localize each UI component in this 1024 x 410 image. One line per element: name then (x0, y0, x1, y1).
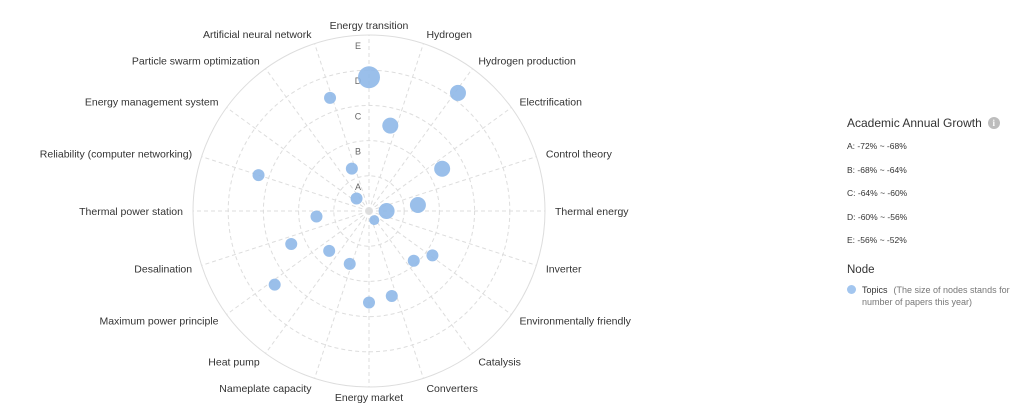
ring-labels: A B C D E (355, 41, 362, 192)
legend-panel: Academic Annual Growth i A: -72% ~ -68% … (847, 116, 1017, 308)
spoke-line (201, 156, 370, 212)
spoke-label: Hydrogen production (478, 56, 576, 68)
ring-label-d: D (355, 76, 362, 86)
spoke-line (368, 210, 473, 354)
topic-bubble[interactable] (310, 210, 323, 223)
legend-title-row: Academic Annual Growth i (847, 116, 1017, 130)
spoke-line (368, 107, 512, 212)
node-legend-text: Topics (The size of nodes stands for numb… (862, 284, 1017, 308)
spoke-label: Maximum power principle (99, 315, 218, 327)
spoke-line (226, 107, 370, 212)
topic-bubble[interactable] (343, 257, 356, 270)
topic-bubble[interactable] (285, 238, 298, 251)
spoke-label: Desalination (134, 263, 192, 275)
topic-bubble[interactable] (369, 215, 380, 226)
range-item-c: C: -64% ~ -60% (847, 188, 908, 198)
topic-bubble[interactable] (358, 66, 380, 89)
spoke-labels: Energy transition Hydrogen Hydrogen produc… (40, 20, 632, 404)
range-item-a: A: -72% ~ -68% (847, 141, 907, 151)
info-icon[interactable]: i (987, 117, 1000, 129)
spoke-label: Energy management system (85, 97, 219, 109)
spoke-label: Thermal power station (79, 206, 183, 218)
range-item-d: D: -60% ~ -56% (847, 211, 908, 222)
ring-label-b: B (355, 147, 361, 157)
topic-bubble[interactable] (409, 196, 426, 213)
spoke-line (226, 210, 370, 315)
spoke-label: Environmentally friendly (519, 315, 631, 327)
spoke-label: Energy market (335, 392, 403, 404)
spoke-label: Hydrogen (426, 29, 472, 41)
node-legend-label: Topics (862, 284, 888, 295)
topic-bubble[interactable] (434, 160, 451, 177)
node-legend-entry[interactable]: Topics (The size of nodes stands for numb… (847, 284, 1017, 308)
topic-bubble[interactable] (252, 169, 265, 182)
node-legend-note: (The size of nodes stands for number of … (862, 284, 1010, 307)
spoke-line (314, 43, 370, 212)
radar-chart: A B C D E Energy transition Hydrogen Hydrogen … (40, 20, 632, 404)
spoke-label: Heat pump (208, 356, 260, 368)
spoke-line (314, 210, 370, 379)
ring-label-c: C (355, 111, 362, 121)
topic-bubble[interactable] (385, 290, 398, 303)
spoke-line (368, 68, 473, 212)
topic-bubble[interactable] (268, 278, 281, 291)
topic-bubble[interactable] (323, 244, 336, 257)
spoke-line (201, 210, 370, 266)
spoke-label: Control theory (546, 149, 613, 161)
topic-bubble[interactable] (345, 162, 358, 175)
radar-grid (192, 34, 546, 388)
spoke-label: Particle swarm optimization (132, 56, 260, 68)
spoke-label: Catalysis (478, 356, 521, 368)
spoke-line (265, 210, 370, 354)
node-legend-title: Node (847, 263, 875, 276)
topic-bubble[interactable] (449, 84, 466, 101)
range-item-e: E: -56% ~ -52% (847, 235, 907, 245)
topic-bubble[interactable] (407, 254, 420, 267)
ring-label-e: E (355, 41, 361, 51)
legend-title: Academic Annual Growth (847, 116, 982, 130)
topic-bubble[interactable] (350, 192, 363, 205)
topic-dot-icon (847, 284, 856, 294)
spoke-label: Converters (426, 383, 477, 395)
spoke-line (265, 68, 370, 212)
spoke-line (368, 210, 512, 315)
spoke-label: Thermal energy (555, 206, 629, 218)
spoke-label: Electrification (519, 97, 582, 109)
spoke-label: Inverter (546, 263, 582, 275)
topic-bubble[interactable] (382, 117, 399, 134)
topic-bubble[interactable] (426, 249, 439, 262)
ring-label-a: A (355, 182, 361, 192)
topic-bubble[interactable] (363, 296, 375, 309)
topic-bubble[interactable] (324, 91, 337, 104)
topic-bubble[interactable] (378, 203, 395, 219)
spoke-label: Energy transition (330, 20, 409, 32)
spoke-label: Artificial neural network (203, 29, 312, 41)
spoke-line (368, 210, 537, 266)
spoke-line (368, 156, 537, 212)
data-points (252, 66, 466, 309)
spoke-label: Reliability (computer networking) (40, 149, 192, 161)
range-item-b: B: -68% ~ -64% (847, 164, 907, 175)
spoke-label: Nameplate capacity (219, 383, 312, 395)
